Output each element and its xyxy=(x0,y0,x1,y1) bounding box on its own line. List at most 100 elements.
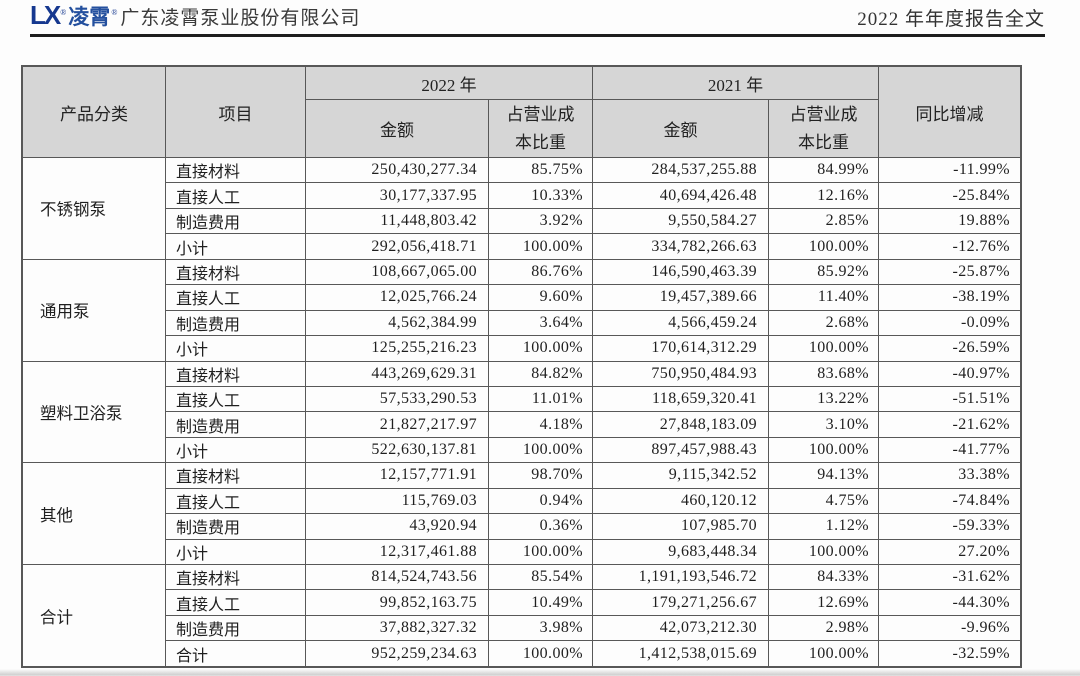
amount-2021-cell: 170,614,312.29 xyxy=(592,335,769,362)
amount-2021-cell: 9,550,584.27 xyxy=(592,207,769,235)
table-row: 制造费用 11,448,803.42 3.92% 9,550,584.27 2.85% 1… xyxy=(23,207,1021,235)
yoy-change-cell: -25.87% xyxy=(878,258,1021,286)
table-row: 小计 125,255,216.23 100.00% 170,614,312.29 100… xyxy=(23,335,1021,362)
amount-2022-cell: 11,448,803.42 xyxy=(305,207,489,235)
col-header-cost-ratio-label: 占营业成本比重 xyxy=(506,105,575,152)
cost-ratio-2021-cell: 3.10% xyxy=(768,411,879,438)
table-body: 不锈钢泵 直接材料 250,430,277.34 85.75% 284,537,255.… xyxy=(22,156,1021,667)
item-cell: 制造费用 xyxy=(165,513,306,540)
yoy-change-cell: -32.59% xyxy=(878,640,1021,667)
yoy-change-cell: -12.76% xyxy=(878,233,1021,260)
col-header-year-2022: 2022 年 xyxy=(305,66,593,100)
table-row: 制造费用 4,562,384.99 3.64% 4,566,459.24 2.68% -0… xyxy=(23,309,1021,337)
cost-ratio-2022-cell: 4.18% xyxy=(488,411,593,438)
company-logo: LX xyxy=(30,0,61,30)
item-cell: 制造费用 xyxy=(165,207,306,235)
cost-ratio-2022-cell: 100.00% xyxy=(488,640,593,667)
amount-2021-cell: 118,659,320.41 xyxy=(592,385,769,413)
table-row: 小计 522,630,137.81 100.00% 897,457,988.43 100… xyxy=(23,436,1021,464)
cost-ratio-2021-cell: 84.33% xyxy=(768,563,879,591)
amount-2022-cell: 12,317,461.88 xyxy=(305,538,489,566)
yoy-change-cell: -59.33% xyxy=(878,513,1021,540)
col-header-amount-2022: 金额 xyxy=(305,99,489,158)
company-logo-cn: 凌霄 xyxy=(68,5,111,29)
col-header-cost-ratio-label: 占营业成本比重 xyxy=(789,105,858,152)
table-header: 产品分类 项目 2022 年 2021 年 同比增减 金额 占营业成本比重 金额… xyxy=(22,66,1021,158)
cost-ratio-2022-cell: 10.49% xyxy=(488,589,593,616)
registered-trademark-icon: ® xyxy=(60,8,67,17)
amount-2021-cell: 460,120.12 xyxy=(592,487,769,515)
table-row: 通用泵 直接材料 108,667,065.00 86.76% 146,590,463.3… xyxy=(22,258,1021,362)
yoy-change-cell: 19.88% xyxy=(878,207,1021,235)
item-cell: 直接人工 xyxy=(165,182,306,209)
table-row: 其他 直接材料 12,157,771.91 98.70% 9,115,342.52 94.… xyxy=(22,462,1021,565)
amount-2022-cell: 443,269,629.31 xyxy=(305,360,489,387)
product-category-cell: 塑料卫浴泵 xyxy=(22,360,166,464)
amount-2021-cell: 897,457,988.43 xyxy=(592,436,769,464)
yoy-change-cell: -31.62% xyxy=(878,563,1021,591)
product-category-cell: 其他 xyxy=(22,462,166,565)
amount-2021-cell: 9,115,342.52 xyxy=(592,462,769,489)
table-row: 小计 12,317,461.88 100.00% 9,683,448.34 100.00… xyxy=(23,538,1021,566)
amount-2022-cell: 250,430,277.34 xyxy=(305,156,489,184)
col-header-product-category: 产品分类 xyxy=(22,66,166,158)
cost-ratio-2022-cell: 0.94% xyxy=(488,487,593,515)
cost-ratio-2021-cell: 4.75% xyxy=(768,487,879,515)
col-header-cost-ratio-2021: 占营业成本比重 xyxy=(768,99,879,158)
cost-ratio-2022-cell: 3.92% xyxy=(488,207,593,235)
table-row: 直接人工 12,025,766.24 9.60% 19,457,389.66 11.40… xyxy=(23,284,1021,311)
yoy-change-cell: -9.96% xyxy=(878,614,1021,642)
product-category-cell: 通用泵 xyxy=(22,258,166,362)
cost-ratio-2021-cell: 12.69% xyxy=(768,589,879,616)
amount-2022-cell: 57,533,290.53 xyxy=(305,385,489,413)
cost-ratio-2022-cell: 100.00% xyxy=(488,335,593,362)
table-row: 合计 952,259,234.63 100.00% 1,412,538,015.69 1… xyxy=(23,640,1021,667)
page-bottom-shadow xyxy=(0,669,1080,676)
amount-2022-cell: 12,025,766.24 xyxy=(305,284,489,311)
yoy-change-cell: -44.30% xyxy=(878,589,1021,616)
col-header-item: 项目 xyxy=(165,66,306,158)
cost-ratio-2022-cell: 0.36% xyxy=(488,513,593,540)
cost-ratio-2022-cell: 86.76% xyxy=(488,258,593,286)
item-cell: 直接人工 xyxy=(165,487,306,515)
cost-ratio-2022-cell: 85.75% xyxy=(488,156,593,184)
table-row: 直接人工 30,177,337.95 10.33% 40,694,426.48 12.1… xyxy=(23,182,1021,209)
col-header-yoy: 同比增减 xyxy=(878,66,1021,158)
col-header-cost-ratio-2022: 占营业成本比重 xyxy=(488,99,593,158)
yoy-change-cell: 33.38% xyxy=(878,462,1021,489)
amount-2022-cell: 108,667,065.00 xyxy=(305,258,489,286)
amount-2022-cell: 99,852,163.75 xyxy=(305,589,489,616)
item-cell: 制造费用 xyxy=(165,309,306,337)
yoy-change-cell: -74.84% xyxy=(878,487,1021,515)
amount-2021-cell: 107,985.70 xyxy=(592,513,769,540)
amount-2022-cell: 4,562,384.99 xyxy=(305,309,489,337)
cost-ratio-2021-cell: 100.00% xyxy=(768,640,879,667)
amount-2021-cell: 179,271,256.67 xyxy=(592,589,769,616)
cost-breakdown-table: 产品分类 项目 2022 年 2021 年 同比增减 金额 占营业成本比重 金额… xyxy=(22,66,1021,667)
item-cell: 直接人工 xyxy=(165,284,306,311)
cost-ratio-2021-cell: 84.99% xyxy=(768,156,879,184)
yoy-change-cell: -25.84% xyxy=(878,182,1021,209)
table-row: 直接人工 115,769.03 0.94% 460,120.12 4.75% -74.84… xyxy=(23,487,1021,515)
cost-ratio-2021-cell: 83.68% xyxy=(768,360,879,387)
cost-ratio-2022-cell: 85.54% xyxy=(488,563,593,591)
amount-2021-cell: 9,683,448.34 xyxy=(592,538,769,566)
item-cell: 小计 xyxy=(165,436,306,464)
item-cell: 直接材料 xyxy=(165,563,306,591)
yoy-change-cell: -38.19% xyxy=(878,284,1021,311)
amount-2022-cell: 814,524,743.56 xyxy=(305,563,489,591)
yoy-change-cell: -40.97% xyxy=(878,360,1021,387)
yoy-change-cell: -26.59% xyxy=(878,335,1021,362)
amount-2022-cell: 21,827,217.97 xyxy=(305,411,489,438)
item-cell: 制造费用 xyxy=(165,411,306,438)
amount-2022-cell: 115,769.03 xyxy=(305,487,489,515)
cost-ratio-2022-cell: 100.00% xyxy=(488,436,593,464)
cost-ratio-2022-cell: 10.33% xyxy=(488,182,593,209)
cost-ratio-2021-cell: 85.92% xyxy=(768,258,879,286)
col-header-year-2021: 2021 年 xyxy=(592,66,879,100)
table-header-row-measures: 金额 占营业成本比重 金额 占营业成本比重 xyxy=(23,99,1021,158)
cost-ratio-2022-cell: 100.00% xyxy=(488,538,593,566)
cost-ratio-2021-cell: 1.12% xyxy=(768,513,879,540)
item-cell: 直接人工 xyxy=(165,385,306,413)
yoy-change-cell: -51.51% xyxy=(878,385,1021,413)
